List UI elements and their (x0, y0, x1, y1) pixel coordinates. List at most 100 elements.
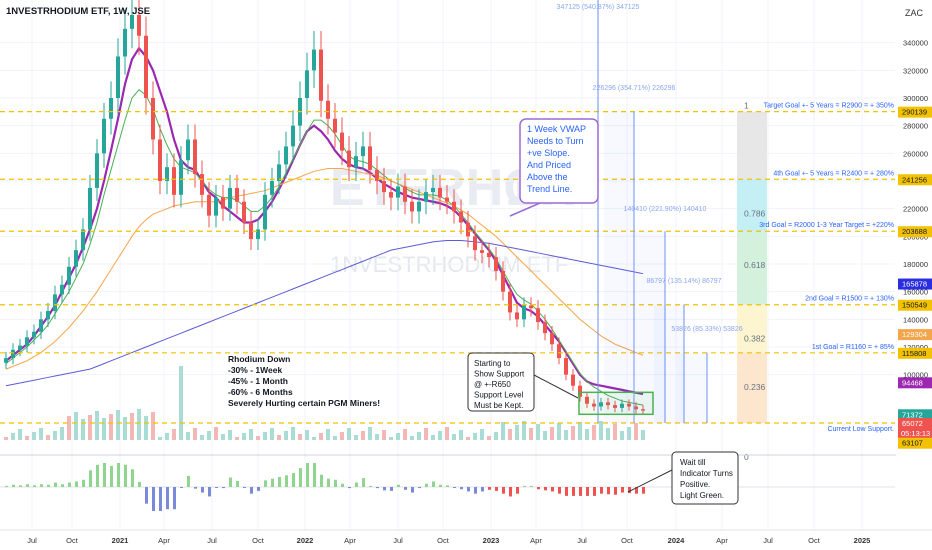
last-price-text: 65072 (902, 419, 923, 428)
candle-body (319, 49, 323, 101)
volume-bar (109, 414, 113, 440)
candle-body (424, 192, 428, 202)
candle-body (193, 139, 197, 175)
volume-bar (81, 419, 85, 440)
time-axis[interactable]: Jul Oct 2021 Apr Jul Oct 2022 Apr Jul Oct 2023 Apr J… (0, 529, 932, 545)
volume-bar (529, 428, 533, 440)
volume-bar (340, 432, 344, 440)
candle-body (557, 344, 561, 359)
fib-ratio-label: 0.618 (744, 260, 766, 270)
volume-bar (438, 431, 442, 440)
vwap-callout-box (519, 118, 599, 204)
volume-bar (74, 412, 78, 440)
x-tick-label: Oct (252, 536, 265, 545)
candle-body (235, 187, 239, 202)
x-tick-label: 2023 (483, 536, 500, 545)
measure-box (635, 231, 665, 423)
price-axis[interactable]: 3400003200003000002800002600002400002200… (896, 0, 932, 530)
candle-body (249, 222, 253, 240)
indicator-bar (250, 487, 253, 494)
volume-bar (487, 436, 491, 440)
candle-body (487, 252, 491, 258)
candle-body (25, 337, 29, 346)
volume-bar (494, 432, 498, 440)
indicator-bar (75, 481, 78, 487)
volume-bar (382, 430, 386, 440)
volume-bar (627, 427, 631, 440)
volume-bar (25, 436, 29, 440)
x-tick-label: Apr (530, 536, 542, 545)
indicator-bar (12, 484, 15, 487)
volume-bar (585, 429, 589, 440)
y-tick-label: 320000 (903, 66, 928, 75)
support-callout-box (467, 352, 535, 412)
candle-body (599, 402, 603, 407)
candle-body (515, 312, 519, 320)
volume-bar (550, 427, 554, 440)
candle-body (585, 396, 589, 404)
volume-bar (291, 427, 295, 440)
candle-body (340, 132, 344, 151)
volume-bar (543, 431, 547, 440)
indicator-bar (579, 487, 582, 496)
candle-body (592, 403, 596, 407)
candle-body (116, 56, 120, 98)
candle-body (564, 358, 568, 375)
candle-body (536, 308, 540, 323)
candle-body (431, 187, 435, 193)
x-tick-label: Apr (158, 536, 170, 545)
candle-body (620, 403, 624, 408)
candle-body (18, 345, 22, 350)
indicator-bar (348, 487, 351, 489)
y-tick-label: 120000 (903, 343, 928, 352)
indicator-bar (411, 487, 414, 493)
x-tick-label: Jul (207, 536, 217, 545)
indicator-bar (33, 485, 36, 487)
candle-body (529, 305, 533, 309)
goal-label: 2nd Goal = R1500 = + 130% (805, 296, 894, 303)
candle-body (242, 201, 246, 223)
series-line (5, 168, 644, 370)
indicator-bar (61, 484, 64, 487)
volume-bar (403, 429, 407, 440)
candle-body (158, 139, 162, 181)
volume-bar (39, 428, 43, 440)
indicator-note-line: Light Green. (680, 491, 724, 500)
candle-body (522, 305, 526, 320)
y-tick-label: 340000 (903, 39, 928, 48)
series-line (5, 239, 644, 387)
x-tick-label: Jul (27, 536, 37, 545)
candle-body (228, 187, 232, 209)
candle-body (214, 197, 218, 216)
fib-ratio-label: 1 (744, 101, 749, 111)
candle-body (333, 118, 337, 133)
volume-bars (4, 366, 645, 440)
volume-bar (480, 429, 484, 440)
volume-bar (144, 416, 148, 440)
volume-bar (522, 421, 526, 440)
volume-bar (214, 427, 218, 440)
x-tick-label: Oct (437, 536, 450, 545)
chart-series (5, 46, 644, 406)
support-note-line: Support Level (474, 391, 524, 400)
volume-bar (270, 428, 274, 440)
candle-body (102, 118, 106, 154)
currency-label: ZAC (905, 8, 924, 18)
volume-bar (67, 416, 71, 440)
indicator-bar (124, 464, 127, 487)
goal-label: 1st Goal = R1160 = + 85% (812, 344, 894, 351)
indicator-bar (642, 487, 645, 494)
indicator-bar (600, 487, 603, 494)
volume-bar (452, 434, 456, 440)
candle-body (382, 181, 386, 193)
volume-bar (515, 425, 519, 440)
indicator-bar (320, 474, 323, 487)
indicator-bar (523, 485, 526, 487)
last-price-tag (898, 417, 932, 439)
measure-box (677, 352, 707, 423)
volume-bar (361, 431, 365, 440)
indicator-bar (229, 477, 232, 487)
indicator-bar (439, 484, 442, 487)
x-tick-label: Apr (716, 536, 728, 545)
